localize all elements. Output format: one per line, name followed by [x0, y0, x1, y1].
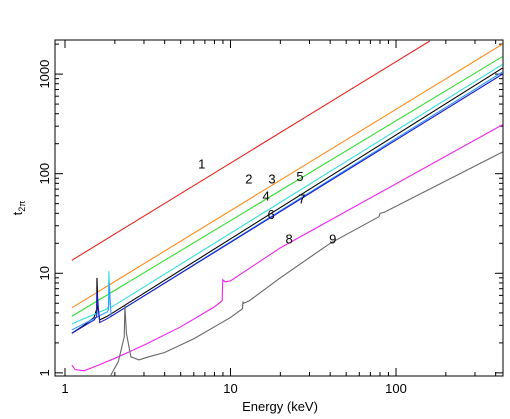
series-label: 6: [268, 207, 275, 222]
y-tick-label: 10: [37, 266, 52, 280]
series-label: 3: [268, 171, 275, 186]
series-label: 8: [286, 231, 293, 246]
series-label: 4: [262, 188, 269, 203]
series-line: [71, 124, 503, 372]
series-line: [71, 63, 503, 325]
y-tick-label: 100: [37, 163, 52, 185]
y-axis-label-main: t: [10, 211, 25, 215]
series-line: [71, 40, 431, 261]
series-label: 9: [329, 231, 336, 246]
y-tick-label: 1: [37, 369, 52, 376]
series-label: 7: [298, 192, 305, 207]
series-label: 1: [198, 156, 205, 171]
x-tick-label: 100: [385, 381, 407, 396]
x-tick-label: 1: [61, 381, 68, 396]
y-axis-label: t2π: [10, 201, 27, 216]
series-line: [71, 56, 503, 317]
plot-frame: [54, 39, 504, 377]
x-tick-label: 10: [223, 381, 237, 396]
series-line: [71, 67, 503, 334]
series-line: [109, 151, 503, 376]
series-line: [71, 73, 503, 334]
x-axis-label: Energy (keV): [242, 399, 318, 414]
series-line: [71, 43, 503, 309]
y-tick-label: 1000: [37, 60, 52, 89]
series-label: 2: [245, 171, 252, 186]
series-label: 5: [296, 169, 303, 184]
y-axis-label-sub: 2π: [17, 201, 27, 212]
